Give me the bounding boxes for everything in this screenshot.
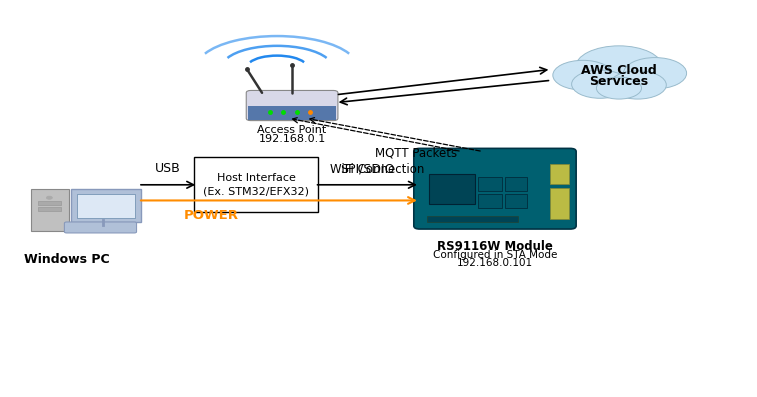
Text: RS9116W Module: RS9116W Module bbox=[437, 240, 553, 252]
FancyBboxPatch shape bbox=[550, 164, 569, 184]
FancyBboxPatch shape bbox=[89, 224, 123, 227]
Text: Services: Services bbox=[590, 75, 649, 88]
Ellipse shape bbox=[572, 70, 629, 98]
FancyBboxPatch shape bbox=[478, 194, 503, 208]
Text: Access Point: Access Point bbox=[257, 125, 327, 135]
FancyBboxPatch shape bbox=[30, 189, 69, 231]
FancyBboxPatch shape bbox=[248, 106, 336, 120]
FancyBboxPatch shape bbox=[505, 177, 527, 191]
Text: SPI/SDIO: SPI/SDIO bbox=[340, 162, 394, 175]
Text: USB: USB bbox=[155, 162, 181, 175]
FancyBboxPatch shape bbox=[414, 148, 576, 229]
Ellipse shape bbox=[575, 46, 662, 89]
Text: WiFi Connection: WiFi Connection bbox=[329, 163, 424, 175]
FancyBboxPatch shape bbox=[38, 207, 61, 211]
Ellipse shape bbox=[597, 77, 641, 99]
Text: Windows PC: Windows PC bbox=[23, 253, 110, 266]
Circle shape bbox=[46, 196, 52, 199]
FancyBboxPatch shape bbox=[64, 222, 136, 233]
Text: 192.168.0.101: 192.168.0.101 bbox=[457, 258, 533, 268]
Text: (Ex. STM32/EFX32): (Ex. STM32/EFX32) bbox=[204, 187, 310, 197]
FancyBboxPatch shape bbox=[246, 91, 338, 121]
FancyBboxPatch shape bbox=[429, 174, 475, 204]
Text: 192.168.0.1: 192.168.0.1 bbox=[258, 134, 326, 144]
FancyBboxPatch shape bbox=[427, 216, 519, 222]
FancyBboxPatch shape bbox=[195, 157, 319, 212]
FancyBboxPatch shape bbox=[478, 177, 503, 191]
FancyBboxPatch shape bbox=[38, 201, 61, 205]
Ellipse shape bbox=[609, 71, 666, 99]
FancyBboxPatch shape bbox=[77, 194, 135, 218]
Text: Configured in STA Mode: Configured in STA Mode bbox=[433, 250, 557, 260]
FancyBboxPatch shape bbox=[71, 189, 141, 222]
FancyBboxPatch shape bbox=[505, 194, 527, 208]
Text: AWS Cloud: AWS Cloud bbox=[581, 64, 657, 77]
Ellipse shape bbox=[553, 60, 613, 90]
Text: MQTT Packets: MQTT Packets bbox=[375, 147, 457, 160]
Text: Host Interface: Host Interface bbox=[217, 173, 296, 183]
Ellipse shape bbox=[624, 58, 687, 89]
FancyBboxPatch shape bbox=[550, 188, 569, 219]
Text: POWER: POWER bbox=[184, 209, 238, 222]
